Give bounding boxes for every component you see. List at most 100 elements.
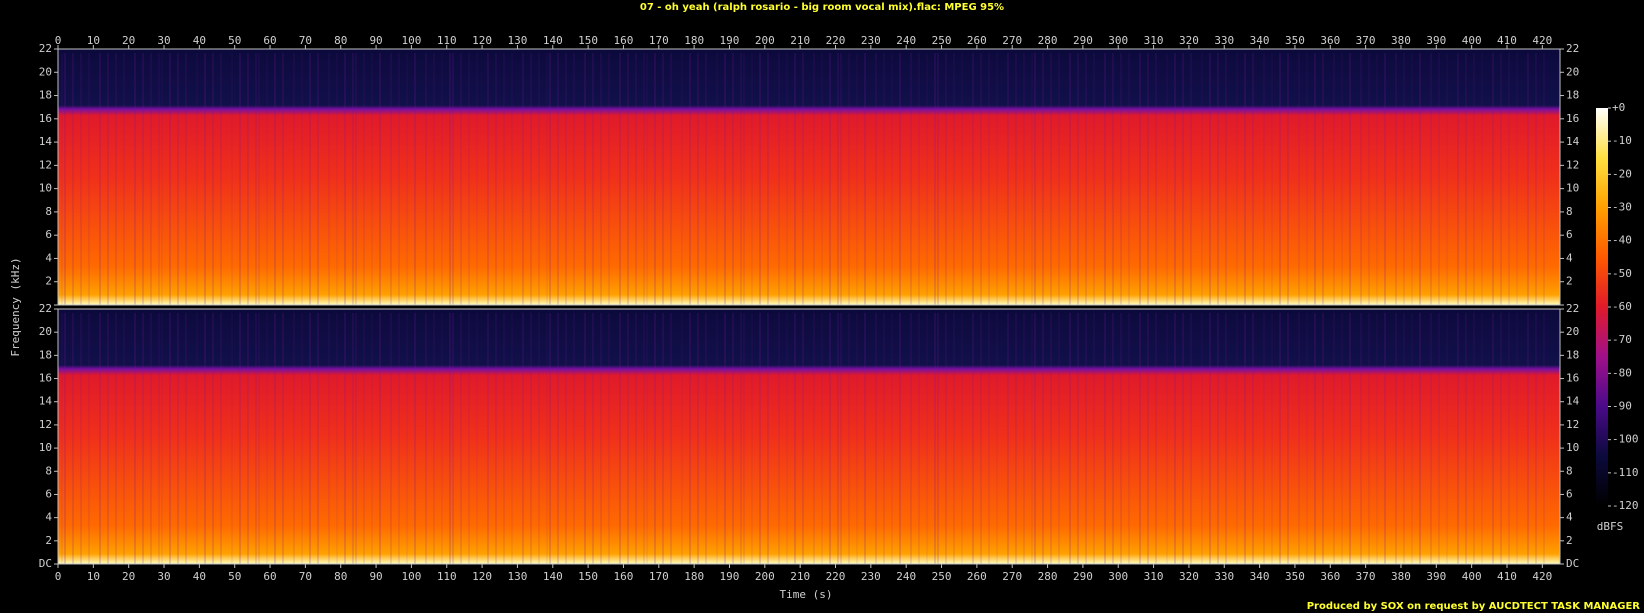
x-tick-label: 410 bbox=[1497, 34, 1517, 47]
y-tick-label: 6 bbox=[45, 228, 52, 241]
colorbar-tick-label: -80 bbox=[1612, 366, 1632, 379]
colorbar-tick-label: +0 bbox=[1612, 101, 1625, 114]
y-tick-label: 6 bbox=[45, 487, 52, 500]
x-tick-label: 290 bbox=[1073, 34, 1093, 47]
x-tick-label: 280 bbox=[1038, 570, 1058, 583]
x-tick-label: 50 bbox=[228, 34, 241, 47]
x-tick-label: 130 bbox=[507, 34, 527, 47]
x-tick-label: 300 bbox=[1108, 34, 1128, 47]
colorbar-label: dBFS bbox=[1597, 520, 1624, 533]
y-tick-label: 16 bbox=[1566, 372, 1579, 385]
x-tick-label: 360 bbox=[1320, 570, 1340, 583]
x-tick-label: 80 bbox=[334, 570, 347, 583]
x-tick-label: 60 bbox=[263, 570, 276, 583]
x-tick-label: 150 bbox=[578, 570, 598, 583]
x-tick-label: 350 bbox=[1285, 570, 1305, 583]
x-tick-label: 200 bbox=[755, 570, 775, 583]
y-tick-label: 16 bbox=[39, 372, 52, 385]
x-tick-label: 180 bbox=[684, 570, 704, 583]
colorbar-tick-label: -30 bbox=[1612, 201, 1632, 214]
y-tick-label: 10 bbox=[1566, 182, 1579, 195]
x-tick-label: 390 bbox=[1426, 34, 1446, 47]
y-tick-label: 12 bbox=[39, 418, 52, 431]
x-tick-label: 330 bbox=[1214, 34, 1234, 47]
x-tick-label: 210 bbox=[790, 34, 810, 47]
x-tick-label: 360 bbox=[1320, 34, 1340, 47]
x-tick-label: 60 bbox=[263, 34, 276, 47]
x-tick-label: 130 bbox=[507, 570, 527, 583]
x-tick-label: 150 bbox=[578, 34, 598, 47]
x-tick-label: 330 bbox=[1214, 570, 1234, 583]
spectrogram-panel bbox=[58, 309, 1560, 564]
y-tick-label: 20 bbox=[39, 65, 52, 78]
y-tick-label: 4 bbox=[45, 251, 52, 264]
x-tick-label: 220 bbox=[826, 570, 846, 583]
x-tick-label: 190 bbox=[720, 570, 740, 583]
colorbar-tick-label: -40 bbox=[1612, 234, 1632, 247]
x-tick-label: 420 bbox=[1532, 34, 1552, 47]
x-tick-label: 240 bbox=[896, 34, 916, 47]
colorbar-tick-label: -20 bbox=[1612, 167, 1632, 180]
y-tick-label: 8 bbox=[45, 464, 52, 477]
x-tick-label: 190 bbox=[720, 34, 740, 47]
x-tick-label: 250 bbox=[932, 570, 952, 583]
x-tick-label: 240 bbox=[896, 570, 916, 583]
x-tick-label: 260 bbox=[967, 34, 987, 47]
x-tick-label: 380 bbox=[1391, 34, 1411, 47]
x-tick-label: 20 bbox=[122, 570, 135, 583]
x-tick-label: 90 bbox=[369, 34, 382, 47]
y-tick-label: 4 bbox=[1566, 251, 1573, 264]
x-tick-label: 180 bbox=[684, 34, 704, 47]
x-tick-label: 80 bbox=[334, 34, 347, 47]
y-tick-label: 22 bbox=[39, 302, 52, 315]
spectrogram-panel bbox=[58, 49, 1560, 305]
x-tick-label: 230 bbox=[861, 34, 881, 47]
y-tick-label: 20 bbox=[39, 325, 52, 338]
y-tick-label: 14 bbox=[1566, 135, 1580, 148]
y-tick-label: 10 bbox=[1566, 441, 1579, 454]
x-tick-label: 350 bbox=[1285, 34, 1305, 47]
y-tick-label: 2 bbox=[1566, 275, 1573, 288]
colorbar bbox=[1596, 108, 1608, 506]
x-tick-label: 40 bbox=[193, 570, 206, 583]
x-tick-label: 290 bbox=[1073, 570, 1093, 583]
x-tick-label: 310 bbox=[1144, 570, 1164, 583]
y-tick-label: 18 bbox=[1566, 89, 1579, 102]
x-tick-label: 310 bbox=[1144, 34, 1164, 47]
y-tick-label: 22 bbox=[1566, 302, 1579, 315]
x-tick-label: 270 bbox=[1002, 570, 1022, 583]
x-tick-label: 140 bbox=[543, 34, 563, 47]
y-tick-label: DC bbox=[39, 557, 52, 570]
panel-frame bbox=[57, 308, 1561, 565]
x-tick-label: 260 bbox=[967, 570, 987, 583]
y-tick-label: 22 bbox=[39, 42, 52, 55]
y-axis-label: Frequency (kHz) bbox=[9, 257, 22, 356]
x-tick-label: 200 bbox=[755, 34, 775, 47]
x-tick-label: 230 bbox=[861, 570, 881, 583]
x-tick-label: 50 bbox=[228, 570, 241, 583]
colorbar-tick-label: -70 bbox=[1612, 333, 1632, 346]
colorbar-tick-label: -10 bbox=[1612, 134, 1632, 147]
panel-frame bbox=[57, 48, 1561, 306]
y-tick-label: 16 bbox=[39, 112, 52, 125]
x-tick-label: 110 bbox=[437, 34, 457, 47]
colorbar-tick-label: -60 bbox=[1612, 300, 1632, 313]
y-tick-label: 12 bbox=[1566, 418, 1579, 431]
y-tick-label: 10 bbox=[39, 182, 52, 195]
x-tick-label: 10 bbox=[87, 570, 100, 583]
x-tick-label: 370 bbox=[1356, 34, 1376, 47]
y-tick-label: 8 bbox=[45, 205, 52, 218]
x-tick-label: 170 bbox=[649, 570, 669, 583]
x-tick-label: 410 bbox=[1497, 570, 1517, 583]
x-tick-label: 70 bbox=[299, 570, 312, 583]
x-tick-label: 280 bbox=[1038, 34, 1058, 47]
x-axis-label: Time (s) bbox=[780, 588, 833, 601]
x-tick-label: 110 bbox=[437, 570, 457, 583]
x-tick-label: 40 bbox=[193, 34, 206, 47]
y-tick-label: 6 bbox=[1566, 487, 1573, 500]
x-tick-label: 400 bbox=[1462, 34, 1482, 47]
colorbar-tick-label: -120 bbox=[1612, 499, 1639, 512]
x-tick-label: 70 bbox=[299, 34, 312, 47]
y-tick-label: 4 bbox=[1566, 511, 1573, 524]
